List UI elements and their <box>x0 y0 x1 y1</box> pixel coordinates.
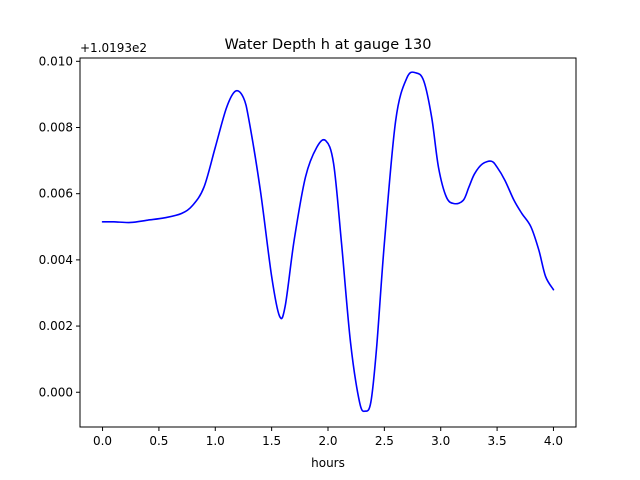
y-tick-label: 0.004 <box>39 253 73 267</box>
y-axis-offset-label: +1.0193e2 <box>80 41 147 55</box>
chart-title: Water Depth h at gauge 130 <box>225 37 432 53</box>
x-tick-label: 3.0 <box>431 434 450 448</box>
y-tick-label: 0.006 <box>39 187 73 201</box>
y-tick-label: 0.008 <box>39 120 73 134</box>
x-tick-label: 0.0 <box>93 434 112 448</box>
y-tick-label: 0.000 <box>39 385 73 399</box>
x-tick-label: 2.0 <box>318 434 337 448</box>
series-line <box>101 71 555 413</box>
x-axis-ticks: 0.0 0.5 1.0 1.5 2.0 2.5 3.0 3.5 4.0 <box>93 427 563 448</box>
x-tick-label: 1.5 <box>262 434 281 448</box>
x-axis-label: hours <box>311 456 345 470</box>
y-tick-label: 0.002 <box>39 319 73 333</box>
x-tick-label: 1.0 <box>206 434 225 448</box>
y-axis-ticks: 0.000 0.002 0.004 0.006 0.008 0.010 <box>39 54 80 399</box>
x-tick-label: 2.5 <box>375 434 394 448</box>
x-tick-label: 3.5 <box>488 434 507 448</box>
x-tick-label: 0.5 <box>149 434 168 448</box>
x-tick-label: 4.0 <box>544 434 563 448</box>
y-tick-label: 0.010 <box>39 54 73 68</box>
